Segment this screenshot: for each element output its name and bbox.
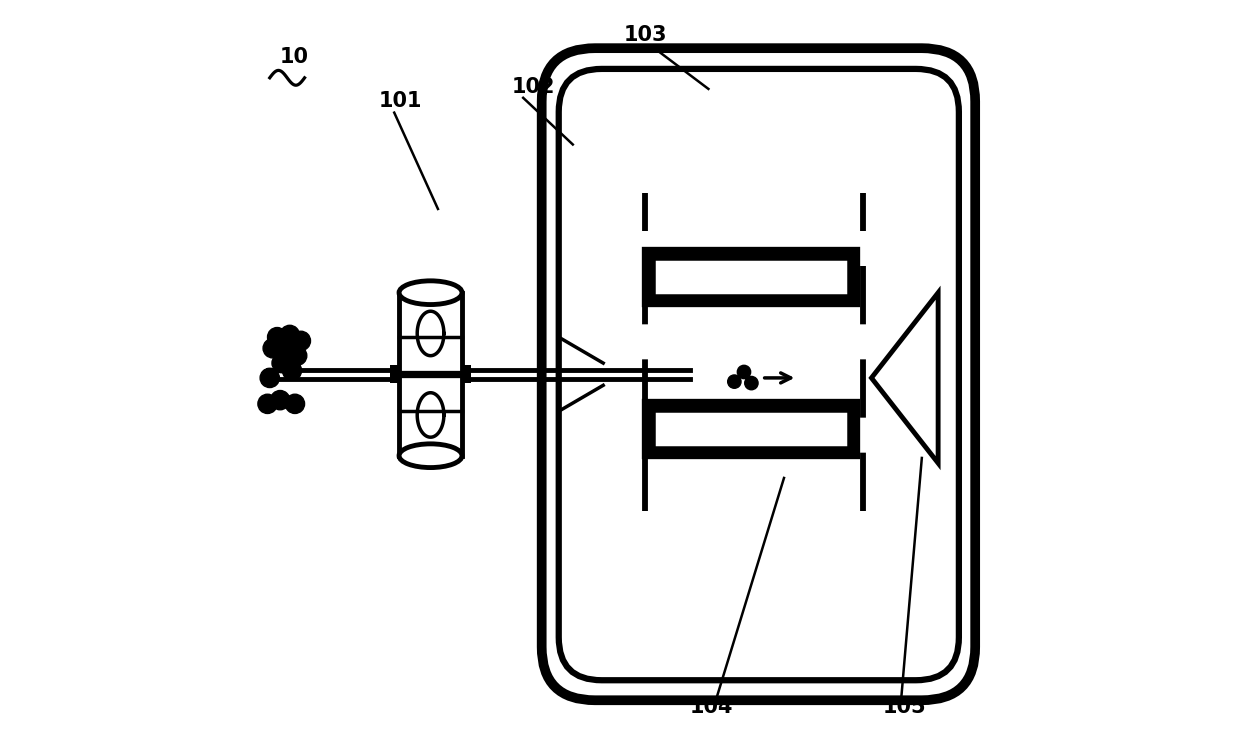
- Ellipse shape: [399, 281, 462, 305]
- Circle shape: [727, 375, 741, 388]
- Circle shape: [273, 353, 291, 373]
- Bar: [654, 411, 847, 447]
- Circle shape: [258, 394, 278, 413]
- Circle shape: [745, 376, 758, 390]
- Text: 102: 102: [512, 76, 555, 96]
- Polygon shape: [871, 293, 938, 463]
- Text: 101: 101: [379, 91, 422, 111]
- Bar: [399, 293, 462, 456]
- Text: 105: 105: [882, 697, 927, 717]
- Circle shape: [282, 361, 301, 380]
- Bar: [654, 259, 847, 295]
- Circle shape: [287, 346, 307, 365]
- Text: 104: 104: [690, 697, 733, 717]
- Circle shape: [260, 368, 279, 388]
- Bar: [462, 365, 471, 383]
- Circle shape: [285, 394, 305, 413]
- Circle shape: [263, 339, 282, 358]
- Circle shape: [276, 342, 296, 362]
- Bar: [646, 402, 856, 456]
- Circle shape: [737, 365, 751, 379]
- Circle shape: [270, 391, 290, 410]
- Ellipse shape: [399, 444, 462, 468]
- Text: 103: 103: [623, 24, 667, 44]
- Bar: [390, 365, 399, 383]
- Circle shape: [291, 331, 311, 350]
- Circle shape: [280, 325, 300, 345]
- Circle shape: [268, 328, 286, 347]
- Bar: [646, 250, 856, 304]
- FancyBboxPatch shape: [541, 48, 975, 700]
- Text: 10: 10: [280, 47, 309, 67]
